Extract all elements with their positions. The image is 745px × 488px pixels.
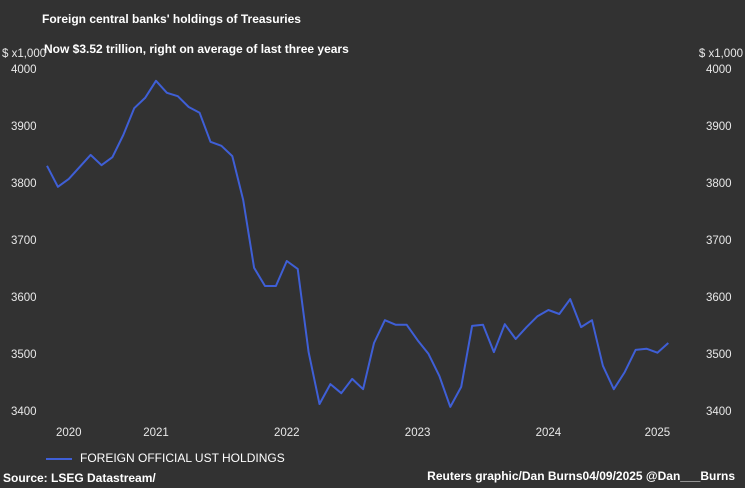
y-tick-label: 3900 (11, 121, 37, 133)
x-tick-label: 2024 (536, 427, 562, 439)
x-tick-label: 2021 (143, 427, 169, 439)
y-axis-unit: $ x1,000 (2, 48, 46, 60)
y2-tick-label: 3400 (706, 406, 732, 418)
source: Source: LSEG Datastream/ (3, 471, 156, 485)
y-tick-label: 4000 (11, 64, 37, 76)
credit: Reuters graphic/Dan Burns04/09/2025 @Dan… (427, 469, 735, 483)
chart-subtitle: Now $3.52 trillion, right on average of … (44, 42, 349, 56)
y-tick-label: 3500 (11, 349, 37, 361)
chart-title: Foreign central banks' holdings of Treas… (42, 12, 301, 26)
x-tick-label: 2022 (274, 427, 300, 439)
data-line (46, 79, 669, 408)
y2-tick-label: 3700 (706, 235, 732, 247)
y2-tick-label: 3800 (706, 178, 732, 190)
x-tick-label: 2023 (405, 427, 431, 439)
x-tick-label: 2025 (645, 427, 671, 439)
y-tick-label: 3800 (11, 178, 37, 190)
y-tick-label: 3700 (11, 235, 37, 247)
y2-tick-label: 4000 (706, 64, 732, 76)
y-tick-label: 3400 (11, 406, 37, 418)
y-tick-label: 3600 (11, 292, 37, 304)
legend-label: FOREIGN OFFICIAL UST HOLDINGS (80, 451, 285, 465)
y2-axis-unit: $ x1,000 (699, 48, 743, 60)
x-tick-label: 2020 (56, 427, 82, 439)
y2-tick-label: 3500 (706, 349, 732, 361)
y2-tick-label: 3900 (706, 121, 732, 133)
y2-tick-label: 3600 (706, 292, 732, 304)
